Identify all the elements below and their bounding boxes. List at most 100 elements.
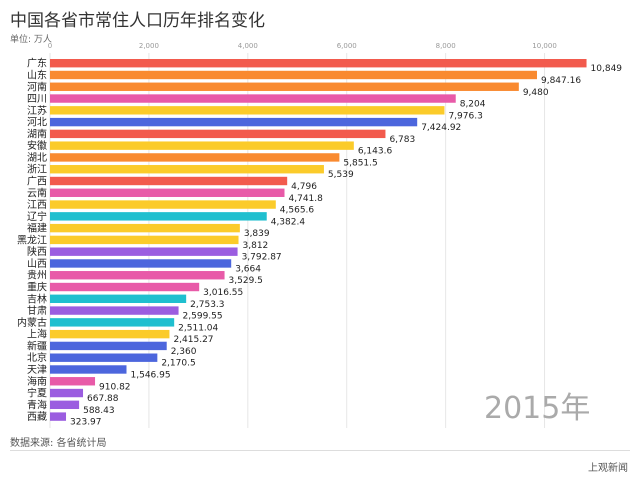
bar bbox=[50, 70, 537, 80]
value-label: 323.97 bbox=[70, 418, 102, 428]
bar bbox=[50, 329, 170, 339]
bar bbox=[50, 341, 167, 351]
category-label: 浙江 bbox=[27, 164, 47, 176]
bar bbox=[50, 282, 200, 292]
value-label: 5,539 bbox=[328, 170, 354, 180]
bar bbox=[50, 271, 225, 280]
value-label: 4,382.4 bbox=[271, 217, 306, 227]
x-tick-label: 0 bbox=[48, 42, 52, 50]
category-label: 内蒙古 bbox=[17, 316, 47, 329]
value-label: 9,480 bbox=[523, 88, 549, 98]
x-tick-label: 2,000 bbox=[139, 42, 159, 50]
bar bbox=[50, 365, 127, 374]
category-label: 甘肃 bbox=[27, 304, 47, 317]
bar bbox=[50, 306, 179, 315]
bar bbox=[50, 153, 340, 162]
category-label: 北京 bbox=[27, 351, 47, 364]
bar bbox=[50, 223, 240, 233]
category-label: 江苏 bbox=[27, 104, 47, 117]
category-label: 陕西 bbox=[27, 245, 47, 258]
value-label: 2,511.04 bbox=[178, 323, 218, 333]
bar bbox=[50, 259, 232, 268]
category-label: 福建 bbox=[27, 222, 47, 235]
bar bbox=[50, 377, 96, 386]
value-label: 1,546.95 bbox=[131, 370, 171, 380]
x-tick-label: 8,000 bbox=[436, 42, 456, 50]
bar bbox=[50, 117, 418, 127]
bar bbox=[50, 235, 239, 245]
value-label: 8,204 bbox=[460, 100, 486, 110]
category-label: 湖南 bbox=[27, 127, 47, 140]
bar bbox=[50, 141, 354, 150]
x-tick-label: 10,000 bbox=[532, 42, 557, 50]
bar bbox=[50, 94, 456, 103]
category-label: 重庆 bbox=[27, 281, 47, 294]
value-label: 3,792.87 bbox=[242, 253, 282, 263]
bar bbox=[50, 188, 285, 197]
category-label: 江西 bbox=[27, 199, 47, 211]
data-source: 数据来源: 各省统计局 bbox=[10, 438, 107, 449]
chart-title: 中国各省市常住人口历年排名变化 bbox=[10, 11, 265, 31]
value-label: 10,849 bbox=[591, 64, 623, 74]
value-label: 7,976.3 bbox=[448, 111, 482, 121]
category-label: 天津 bbox=[27, 364, 47, 376]
category-label: 湖北 bbox=[27, 152, 47, 164]
bar bbox=[50, 165, 324, 174]
unit-label: 单位: 万人 bbox=[10, 35, 52, 45]
value-label: 5,851.5 bbox=[343, 158, 377, 168]
value-label: 3,839 bbox=[244, 229, 270, 239]
value-label: 3,812 bbox=[243, 241, 269, 251]
category-label: 黑龙江 bbox=[17, 233, 47, 246]
bar bbox=[50, 400, 80, 410]
value-label: 9,847.16 bbox=[541, 76, 581, 86]
brand-label: 上观新闻 bbox=[588, 463, 628, 474]
value-label: 2,753.3 bbox=[190, 300, 224, 310]
bar bbox=[50, 106, 445, 115]
value-label: 2,415.27 bbox=[173, 335, 213, 345]
value-label: 910.82 bbox=[99, 382, 131, 392]
category-label: 吉林 bbox=[27, 292, 47, 305]
value-label: 2,360 bbox=[171, 347, 197, 357]
value-label: 4,565.6 bbox=[280, 206, 315, 216]
value-label: 2,599.55 bbox=[183, 312, 223, 322]
value-label: 667.88 bbox=[87, 394, 119, 404]
category-label: 辽宁 bbox=[27, 210, 47, 223]
bar bbox=[50, 129, 386, 139]
bar bbox=[50, 59, 587, 68]
category-label: 山西 bbox=[27, 258, 47, 270]
bar bbox=[50, 412, 67, 421]
x-tick-label: 4,000 bbox=[238, 42, 258, 50]
value-label: 2,170.5 bbox=[161, 359, 195, 369]
value-label: 4,741.8 bbox=[289, 194, 324, 204]
bar bbox=[50, 388, 84, 398]
value-label: 3,664 bbox=[235, 264, 261, 274]
bar bbox=[50, 82, 519, 91]
category-label: 新疆 bbox=[27, 339, 47, 352]
category-label: 贵州 bbox=[27, 269, 47, 282]
category-label: 四川 bbox=[27, 94, 47, 105]
bar bbox=[50, 294, 187, 303]
category-label: 西藏 bbox=[27, 411, 47, 423]
value-label: 3,529.5 bbox=[229, 276, 263, 286]
category-label: 河南 bbox=[27, 80, 47, 93]
category-label: 山东 bbox=[27, 68, 47, 81]
bar bbox=[50, 318, 175, 327]
value-label: 6,143.6 bbox=[358, 147, 393, 157]
value-label: 7,424.92 bbox=[421, 123, 461, 133]
category-label: 上海 bbox=[27, 328, 47, 341]
category-label: 青海 bbox=[27, 398, 47, 411]
value-label: 3,016.55 bbox=[203, 288, 243, 298]
value-label: 4,796 bbox=[291, 182, 317, 192]
bar bbox=[50, 212, 267, 221]
bar bbox=[50, 176, 288, 186]
footer-divider bbox=[10, 450, 630, 451]
category-label: 河北 bbox=[27, 117, 47, 129]
bar bbox=[50, 353, 158, 362]
category-label: 广东 bbox=[27, 57, 47, 70]
category-label: 云南 bbox=[27, 186, 47, 199]
category-label: 安徽 bbox=[27, 139, 47, 152]
bar bbox=[50, 200, 276, 209]
category-label: 广西 bbox=[27, 176, 47, 188]
year-label: 2015年 bbox=[484, 391, 591, 426]
